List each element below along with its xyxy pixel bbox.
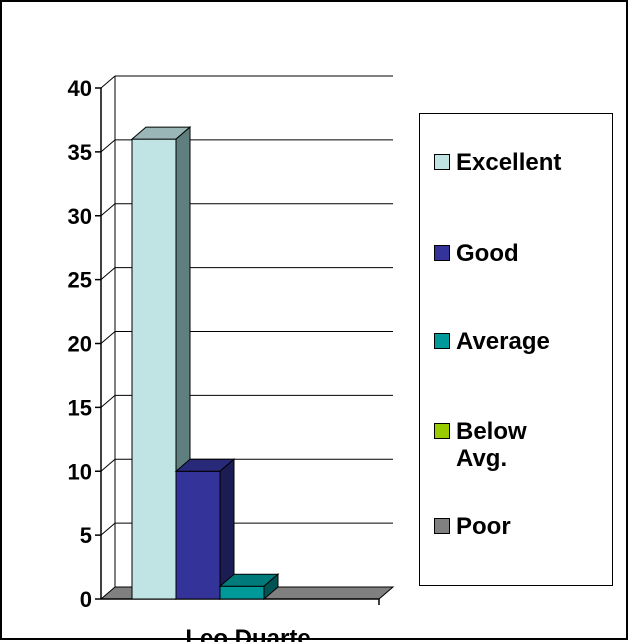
legend-item-average: Average <box>434 328 550 355</box>
legend-swatch-poor <box>434 518 450 534</box>
gridline-side <box>100 394 116 408</box>
gridline-side <box>100 458 116 472</box>
legend-label-poor: Poor <box>456 513 511 540</box>
legend-item-excellent: Excellent <box>434 149 561 176</box>
gridline-side <box>100 203 116 217</box>
gridline-side <box>100 75 116 89</box>
x-category-label: Leo Duarte <box>185 625 310 642</box>
y-tick-label: 5 <box>80 523 92 548</box>
y-tick-label: 15 <box>68 395 92 420</box>
y-tick-label: 35 <box>68 140 92 165</box>
legend-label-excellent: Excellent <box>456 149 562 176</box>
y-tick-label: 20 <box>68 332 92 357</box>
bar-side-average <box>263 573 279 601</box>
y-tick-label: 10 <box>68 459 92 484</box>
bar-good <box>175 470 221 600</box>
legend-label-average: Average <box>456 328 550 355</box>
legend-label-below-avg: Below Avg. <box>456 418 527 472</box>
y-tick-label: 0 <box>80 587 92 612</box>
y-tick-label: 30 <box>68 204 92 229</box>
legend-item-good: Good <box>434 240 519 267</box>
y-tick-label: 25 <box>68 268 92 293</box>
gridline-side <box>100 331 116 344</box>
gridline-side <box>100 139 116 153</box>
legend-item-below-avg: Below Avg. <box>434 418 527 472</box>
legend-item-poor: Poor <box>434 513 511 540</box>
gridline-side <box>100 267 116 281</box>
legend-swatch-excellent <box>434 154 450 170</box>
legend-swatch-average <box>434 333 450 349</box>
legend: Excellent Good Average Below Avg. Poor <box>419 113 613 586</box>
legend-swatch-below-avg <box>434 423 450 439</box>
y-tick-label: 40 <box>68 76 92 101</box>
legend-label-good: Good <box>456 240 519 267</box>
bar-excellent <box>131 138 177 600</box>
legend-swatch-good <box>434 245 450 261</box>
bar-average <box>219 585 265 600</box>
gridline-side <box>100 522 116 536</box>
